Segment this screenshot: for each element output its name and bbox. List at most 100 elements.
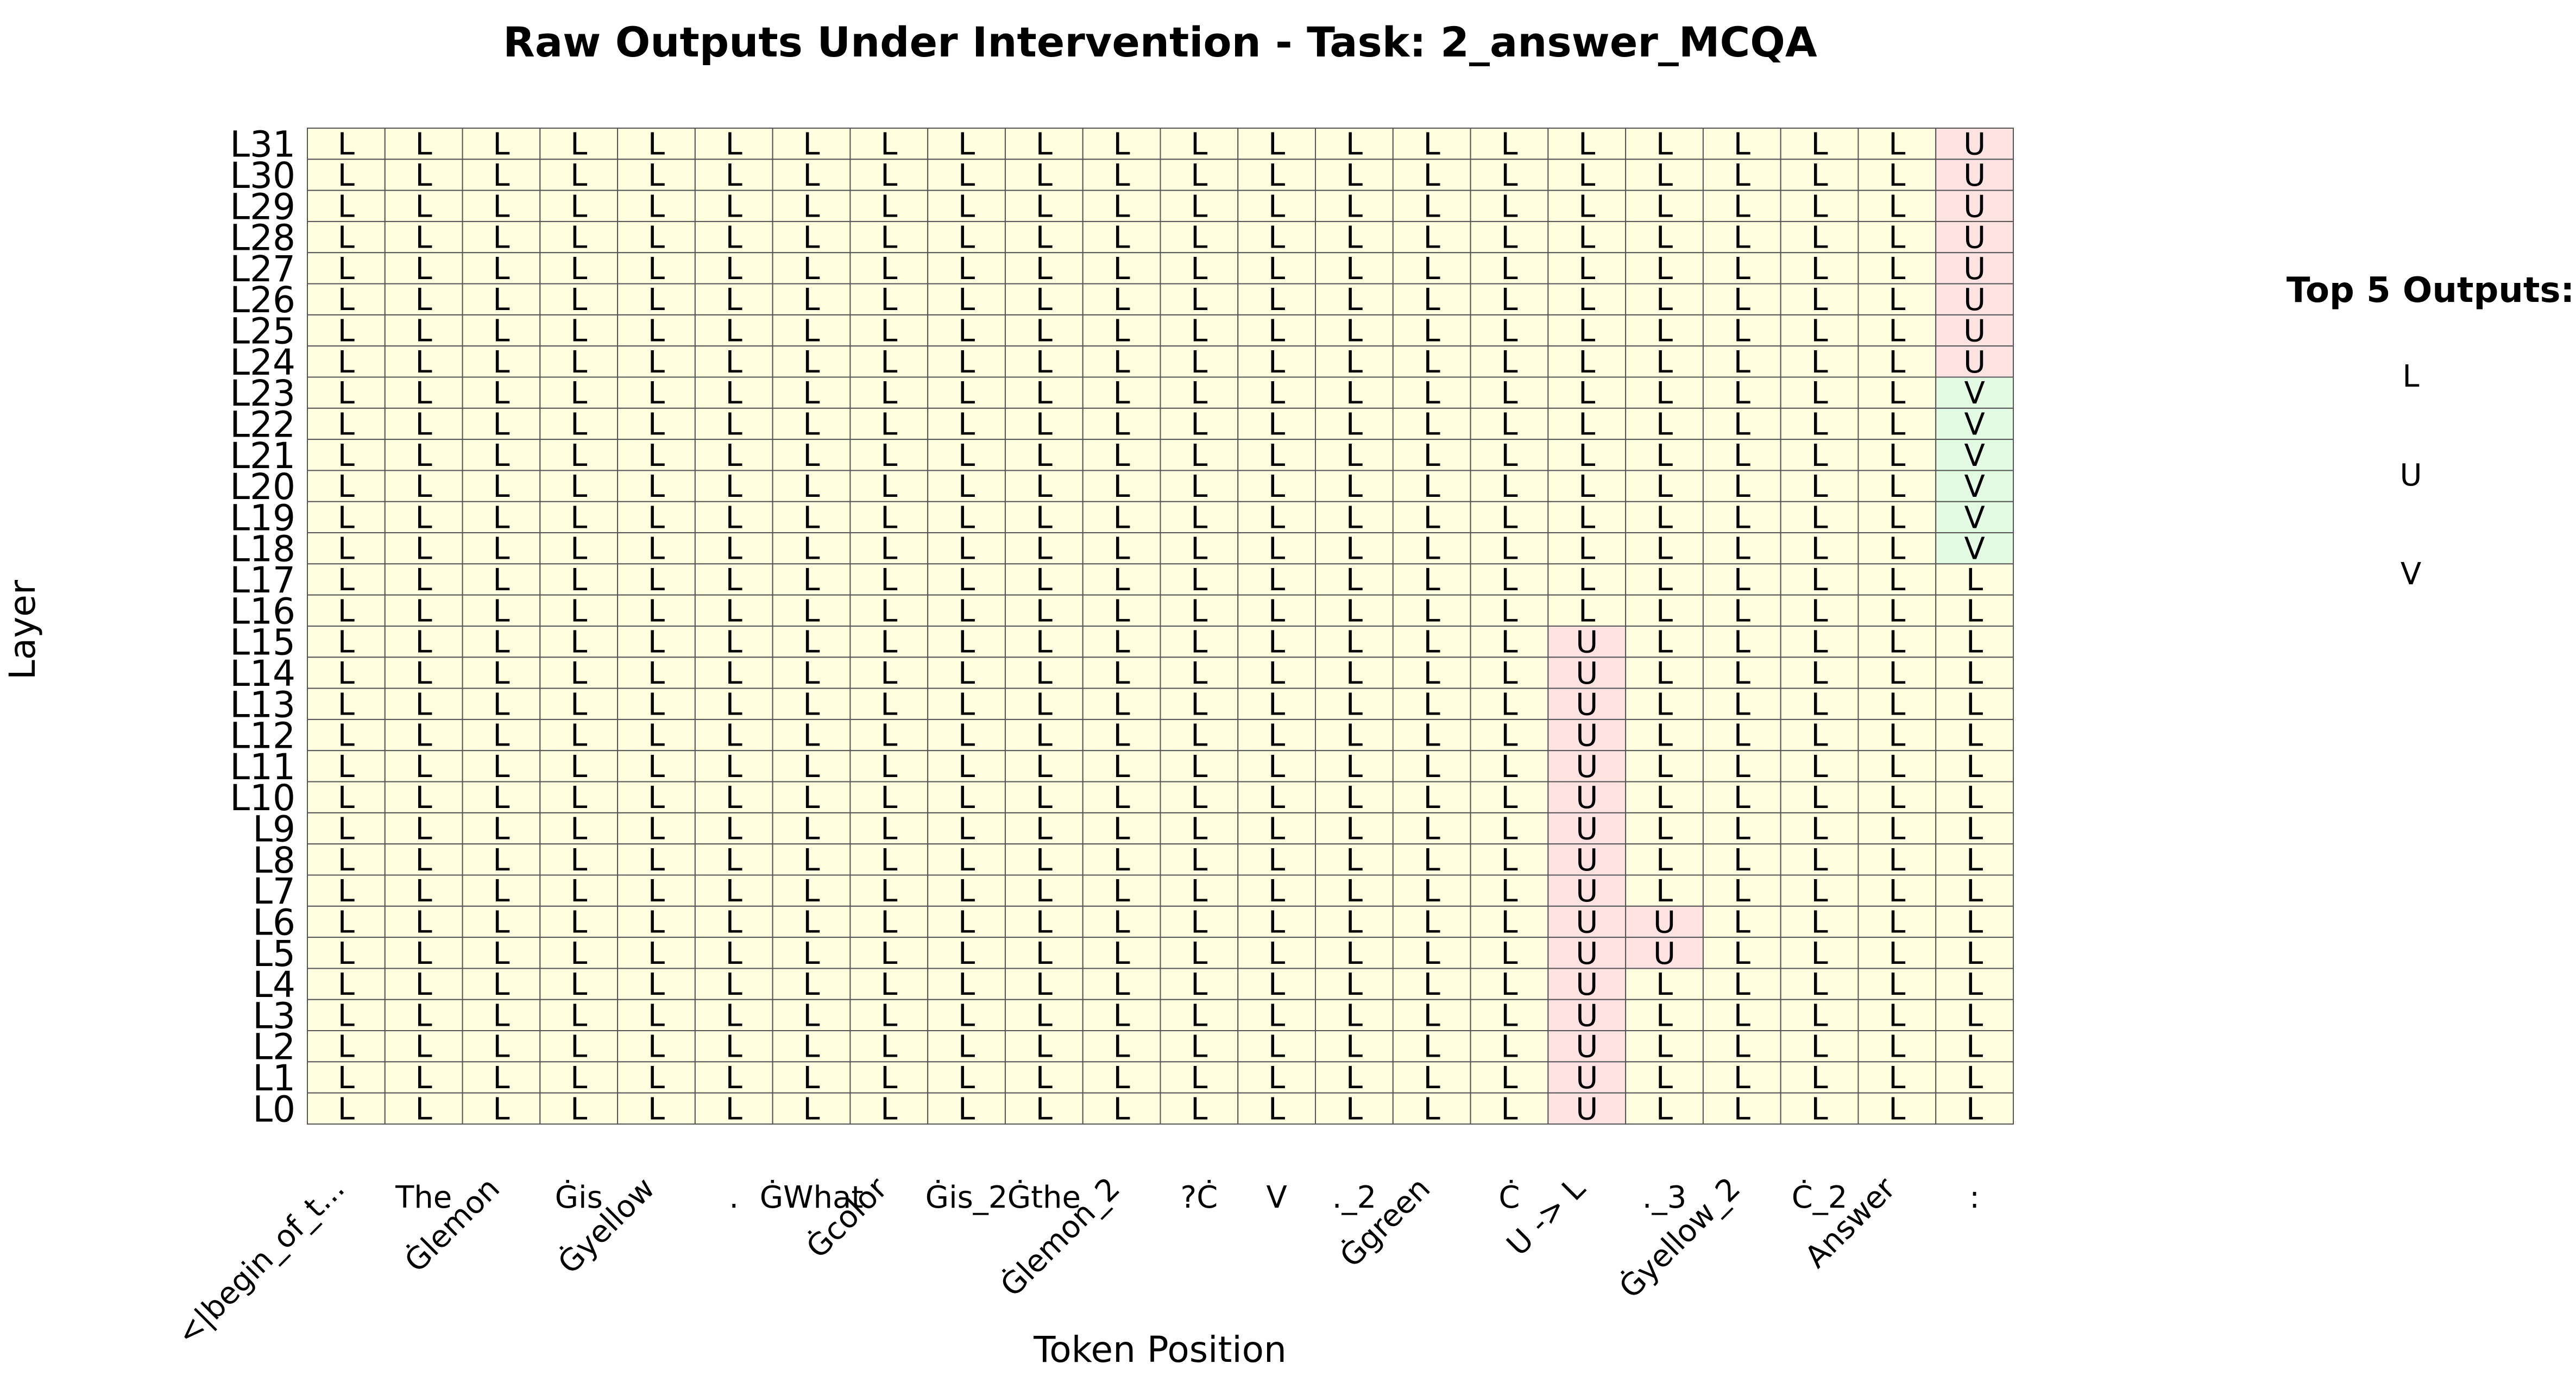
legend: Top 5 Outputs: L U V xyxy=(2287,270,2574,592)
cell-label: L xyxy=(338,874,355,909)
cell-label: L xyxy=(726,532,742,567)
heatmap-cell xyxy=(307,439,386,471)
heatmap-cell xyxy=(1547,657,1627,689)
cell-label: L xyxy=(1578,438,1595,474)
cell-label: L xyxy=(1268,625,1285,660)
heatmap-cell xyxy=(1470,750,1549,782)
cell-label: V xyxy=(1964,407,1985,442)
cell-label: L xyxy=(880,874,897,909)
heatmap-cell xyxy=(1004,999,1084,1032)
cell-label: L xyxy=(880,998,897,1033)
cell-label: L xyxy=(880,500,897,535)
heatmap-cell xyxy=(1625,501,1704,534)
heatmap-cell xyxy=(927,1092,1006,1125)
cell-label: U xyxy=(1576,998,1598,1033)
cell-label: L xyxy=(1036,780,1053,816)
cell-label: L xyxy=(493,874,509,909)
cell-label: L xyxy=(1346,220,1363,256)
cell-label: L xyxy=(648,780,665,816)
cell-label: L xyxy=(1191,251,1207,287)
cell-label: L xyxy=(1191,625,1207,660)
heatmap-cell xyxy=(384,190,463,222)
cell-label: L xyxy=(1656,500,1673,535)
heatmap-cell xyxy=(1702,220,1781,254)
heatmap-cell xyxy=(694,999,773,1032)
cell-label: L xyxy=(648,282,665,318)
cell-label: L xyxy=(1966,594,1983,629)
heatmap-cell xyxy=(849,470,929,502)
heatmap-cell xyxy=(1470,470,1549,502)
cell-label: L xyxy=(1656,874,1673,909)
x-tick-label: ?Ċ xyxy=(1180,1180,1218,1215)
cell-label: L xyxy=(1656,843,1673,878)
cell-label: U xyxy=(1963,345,1986,380)
cell-label: L xyxy=(803,376,820,411)
cell-label: L xyxy=(1191,500,1207,535)
heatmap-cell xyxy=(927,407,1006,440)
heatmap-cell xyxy=(1780,657,1859,689)
cell-label: L xyxy=(493,967,509,1002)
x-tick-label: <|begin_of_t... xyxy=(170,1171,351,1352)
y-tick-label: L21 xyxy=(230,435,295,477)
cell-label: L xyxy=(1811,532,1828,567)
cell-label: L xyxy=(1966,625,1983,660)
heatmap-cell xyxy=(384,532,463,565)
cell-label: L xyxy=(1113,780,1130,816)
cell-label: L xyxy=(1888,189,1905,224)
heatmap-cell xyxy=(1780,376,1859,409)
heatmap-cell xyxy=(772,687,851,720)
cell-label: L xyxy=(1734,500,1750,535)
cell-label: L xyxy=(1501,812,1517,847)
cell-label: L xyxy=(493,158,509,193)
heatmap-cell xyxy=(1780,874,1859,907)
cell-label: L xyxy=(1113,189,1130,224)
cell-label: L xyxy=(1501,967,1517,1002)
heatmap-cell xyxy=(1160,407,1239,440)
cell-label: L xyxy=(1734,1030,1750,1065)
cell-label: L xyxy=(1888,718,1905,754)
heatmap-cell xyxy=(1780,128,1859,160)
cell-label: L xyxy=(570,1091,587,1127)
heatmap-cell xyxy=(694,159,773,191)
heatmap-cell xyxy=(384,128,463,160)
cell-label: L xyxy=(338,563,355,598)
heatmap-cell xyxy=(772,874,851,907)
heatmap-cell xyxy=(1392,594,1471,627)
heatmap-cell xyxy=(1935,159,2014,191)
cell-label: L xyxy=(958,749,975,785)
heatmap-cell xyxy=(772,563,851,596)
cell-label: L xyxy=(958,625,975,660)
cell-label: L xyxy=(338,345,355,380)
heatmap-cell xyxy=(1160,252,1239,285)
heatmap-cell xyxy=(1004,190,1084,222)
cell-label: L xyxy=(1191,282,1207,318)
cell-label: L xyxy=(880,905,897,940)
cell-label: L xyxy=(570,843,587,878)
cell-label: L xyxy=(1501,376,1517,411)
y-tick-label: L13 xyxy=(230,684,295,725)
heatmap-cell xyxy=(849,532,929,565)
cell-label: L xyxy=(493,469,509,504)
cell-label: L xyxy=(1036,625,1053,660)
cell-label: L xyxy=(1346,158,1363,193)
heatmap-cell xyxy=(1857,687,1937,720)
x-tick-label: . xyxy=(729,1180,739,1215)
cell-label: L xyxy=(570,345,587,380)
heatmap-cell xyxy=(307,687,386,720)
y-tick-label: L1 xyxy=(253,1057,295,1099)
cell-label: L xyxy=(958,905,975,940)
cell-label: L xyxy=(1113,1091,1130,1127)
heatmap-cell xyxy=(927,999,1006,1032)
cell-label: L xyxy=(1656,749,1673,785)
x-tick-label: Ġis_2 xyxy=(925,1180,1008,1215)
cell-label: L xyxy=(1811,282,1828,318)
cell-label: L xyxy=(1734,314,1750,349)
cell-label: L xyxy=(570,1030,587,1065)
cell-label: L xyxy=(1268,874,1285,909)
cell-label: L xyxy=(1734,345,1750,380)
cell-label: L xyxy=(570,718,587,754)
cell-label: L xyxy=(1888,936,1905,971)
heatmap-cell xyxy=(849,657,929,689)
cell-label: L xyxy=(1888,780,1905,816)
heatmap-cell xyxy=(384,905,463,938)
